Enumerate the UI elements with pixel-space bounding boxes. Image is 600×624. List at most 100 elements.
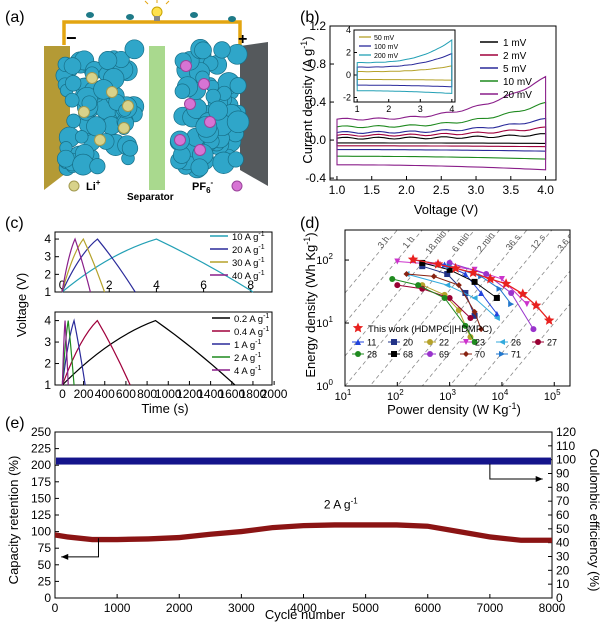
e-y2-tick-label: 60	[556, 508, 570, 522]
d-time-line	[345, 230, 423, 324]
d-marker	[455, 307, 462, 314]
d-x-tick-exp: 1	[347, 388, 352, 397]
carbon-particle	[174, 83, 191, 100]
carbon-particle	[121, 140, 139, 157]
carbon-particle	[64, 92, 80, 108]
e-annotation-sup: -1	[351, 496, 359, 505]
d-time-line-label: 36 s	[504, 232, 523, 252]
d-marker	[493, 294, 500, 301]
d-marker	[455, 282, 462, 289]
d-x-tick-exp: 5	[556, 388, 561, 397]
d-marker	[499, 339, 505, 345]
d-y-axis-label: Energy density (Wh Kg-1)	[302, 232, 318, 377]
b-x-tick-label: 2.5	[433, 183, 450, 197]
c-bot-y-tick-label: 2	[44, 357, 51, 371]
li-ion	[78, 106, 90, 118]
c-bot-x-tick-label: 1800	[240, 387, 267, 401]
d-marker	[463, 339, 469, 345]
d-marker	[446, 294, 453, 301]
d-marker	[419, 259, 426, 266]
b-y-tick-label: 0.8	[309, 57, 326, 71]
d-marker	[355, 351, 361, 357]
d-time-line	[345, 230, 476, 386]
d-y-tick-exp: 1	[329, 315, 334, 324]
panel-label-a: (a)	[5, 9, 25, 26]
d-this-work-marker	[500, 278, 512, 289]
d-this-work-marker	[450, 262, 461, 273]
d-this-work-marker	[407, 254, 419, 264]
d-time-line	[345, 230, 451, 357]
d-this-work-marker	[544, 314, 555, 325]
pf6-ions	[174, 60, 216, 156]
c-top-legend-sup: -1	[258, 257, 264, 264]
d-marker	[441, 294, 448, 301]
d-marker	[471, 312, 478, 319]
b-y-tick-label: -0.4	[305, 171, 326, 185]
e-x-tick-label: 5000	[352, 601, 379, 615]
b-legend-label: 2 mV	[503, 51, 527, 62]
d-marker	[389, 276, 396, 283]
b-inset-legend-label: 100 mV	[374, 44, 398, 51]
b-x-tick-label: 1.5	[363, 183, 380, 197]
b-x-tick-label: 3.5	[502, 183, 519, 197]
lightbulb-icon	[144, 0, 170, 21]
c-bot-series-line	[61, 319, 236, 386]
b-x-tick-label: 1.0	[329, 183, 346, 197]
carbon-particle	[213, 41, 231, 59]
e-plot-frame	[54, 431, 553, 599]
d-x-tick-label: 101	[335, 388, 352, 403]
pf6-ion-label: PF6-	[192, 178, 214, 195]
b-inset-series-line	[356, 39, 453, 95]
panel-d: (d) 3 h 1 h 18 min 6 min 2 min 36 s 12 s 3.6 s 1…	[300, 215, 571, 417]
li-ion	[122, 100, 134, 112]
d-time-line	[369, 230, 501, 386]
c-bot-series-line	[61, 320, 69, 386]
anode-particles	[55, 39, 145, 176]
d-marker	[446, 263, 453, 270]
c-top-x-tick-label: 8	[247, 278, 254, 292]
d-legend-label: 71	[511, 350, 521, 360]
pf6-ion	[180, 60, 192, 72]
pf6-ion	[198, 78, 210, 90]
d-y-tick-label: 100	[316, 378, 333, 393]
d-legend-label: 69	[439, 350, 449, 360]
d-x-tick-label: 104	[492, 388, 509, 403]
d-plot-area: 3 h 1 h 18 min 6 min 2 min 36 s 12 s 3.6 s	[345, 230, 570, 386]
c-top-legend-label: 40 A g-1	[232, 270, 265, 282]
d-marker	[530, 326, 537, 333]
d-legend-label: 22	[439, 338, 449, 348]
d-legend-label: 23	[475, 338, 485, 348]
b-inset-x-tick-label: 1	[355, 104, 360, 114]
carbon-particle	[229, 77, 247, 95]
e-y2-tick-label: 120	[556, 425, 576, 439]
b-inset-x-tick-label: 2	[386, 104, 391, 114]
b-legend-label: 5 mV	[503, 64, 527, 75]
c-bot-legend-sup: -1	[263, 326, 269, 333]
carbon-particle	[74, 130, 89, 144]
c-top-x-tick-label: 2	[106, 278, 113, 292]
c-bot-legend-label: 0.4 A g-1	[234, 326, 269, 338]
d-time-line-label: 3 h	[376, 234, 392, 250]
d-this-work-marker	[517, 288, 528, 299]
panel-b: (b) 1.0 1.5 2.0 2.5 3.0 3.5 4.0-0.40.00.40.81.…	[299, 9, 557, 217]
c-bot-x-tick-label: 800	[137, 387, 157, 401]
pf6-ion	[184, 98, 196, 110]
d-series-line	[406, 273, 498, 319]
li-ion	[118, 122, 130, 134]
d-marker	[391, 339, 397, 345]
d-time-line-label: 12 s	[529, 232, 548, 252]
carbon-particle	[65, 75, 82, 92]
d-this-work-marker	[467, 267, 479, 278]
b-series-line	[336, 75, 547, 171]
d-marker	[478, 326, 485, 333]
b-x-axis-label: Voltage (V)	[414, 202, 478, 217]
c-top-series-line	[61, 238, 136, 293]
li-ions	[78, 72, 134, 146]
d-marker	[508, 289, 515, 296]
d-marker	[496, 285, 503, 292]
d-x-tick-exp: 2	[399, 388, 404, 397]
separator-label: Separator	[127, 192, 174, 203]
d-x-tick-exp: 3	[452, 388, 457, 397]
